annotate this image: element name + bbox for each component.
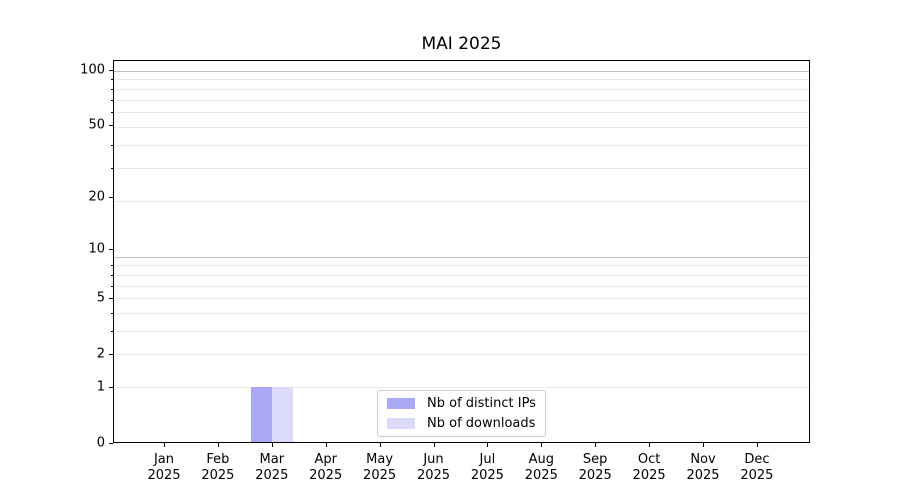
y-tick-mark bbox=[109, 298, 113, 300]
chart-title: MAI 2025 bbox=[421, 34, 502, 54]
y-tick-mark bbox=[109, 354, 113, 356]
x-tick-mark bbox=[487, 443, 489, 447]
y-gridline-minor bbox=[114, 144, 809, 146]
legend-label-distinct-ips: Nb of distinct IPs bbox=[427, 396, 536, 411]
x-tick-label: Jun 2025 bbox=[416, 452, 451, 483]
y-gridline-decade bbox=[114, 70, 809, 72]
x-tick-label: Feb 2025 bbox=[201, 452, 235, 483]
x-tick-label: Nov 2025 bbox=[686, 452, 720, 483]
y-tick-mark bbox=[109, 125, 113, 127]
y-minor-tick-mark bbox=[111, 99, 113, 101]
x-tick-mark bbox=[649, 443, 651, 447]
y-minor-tick-mark bbox=[111, 79, 113, 81]
y-minor-tick-mark bbox=[111, 144, 113, 146]
x-tick-label: Apr 2025 bbox=[309, 452, 343, 483]
y-minor-tick-mark bbox=[111, 274, 113, 276]
x-tick-label: May 2025 bbox=[363, 452, 397, 483]
y-minor-tick-mark bbox=[111, 112, 113, 114]
x-tick-mark bbox=[595, 443, 597, 447]
y-gridline-minor bbox=[114, 274, 809, 276]
y-tick-label: 10 bbox=[88, 241, 105, 257]
x-tick-mark bbox=[703, 443, 704, 447]
x-tick-label: Sep 2025 bbox=[578, 452, 612, 483]
legend-item-downloads: Nb of downloads bbox=[387, 415, 536, 432]
y-tick-label: 0 bbox=[96, 435, 105, 451]
y-gridline-minor bbox=[114, 79, 809, 81]
y-minor-tick-mark bbox=[111, 330, 113, 332]
y-minor-tick-mark bbox=[111, 88, 113, 90]
y-gridline-minor bbox=[114, 330, 809, 332]
y-gridline-minor bbox=[114, 126, 809, 128]
y-tick-mark bbox=[109, 386, 113, 388]
legend-label-downloads: Nb of downloads bbox=[427, 416, 536, 431]
x-tick-mark bbox=[433, 443, 435, 447]
legend-swatch-downloads bbox=[387, 418, 415, 429]
y-tick-mark bbox=[109, 70, 113, 71]
y-gridline-minor bbox=[114, 112, 809, 114]
bar-downloads bbox=[271, 386, 293, 442]
y-gridline-minor bbox=[114, 168, 809, 170]
bar-distinct-ips bbox=[250, 386, 272, 442]
y-gridline-minor bbox=[114, 200, 809, 202]
y-tick-mark bbox=[109, 249, 113, 251]
y-gridline-minor bbox=[114, 285, 809, 287]
y-gridline-minor bbox=[114, 298, 809, 300]
x-tick-label: Aug 2025 bbox=[524, 452, 558, 483]
y-tick-label: 20 bbox=[88, 189, 105, 205]
plot-area bbox=[113, 60, 810, 443]
x-tick-mark bbox=[164, 443, 165, 447]
x-tick-label: Jan 2025 bbox=[147, 452, 181, 483]
y-gridline-minor bbox=[114, 386, 809, 388]
y-gridline-minor bbox=[114, 354, 809, 356]
y-minor-tick-mark bbox=[111, 312, 113, 314]
x-tick-mark bbox=[217, 443, 219, 447]
legend-swatch-distinct-ips bbox=[387, 398, 415, 409]
y-gridline-decade bbox=[114, 256, 809, 258]
y-tick-mark bbox=[109, 443, 113, 444]
legend-item-distinct-ips: Nb of distinct IPs bbox=[387, 395, 536, 412]
x-tick-label: Jul 2025 bbox=[470, 452, 504, 483]
x-tick-mark bbox=[271, 443, 273, 447]
y-gridline-minor bbox=[114, 265, 809, 267]
x-tick-label: Dec 2025 bbox=[740, 452, 774, 483]
y-tick-label: 50 bbox=[88, 117, 105, 133]
y-gridline-minor bbox=[114, 99, 809, 101]
x-tick-label: Oct 2025 bbox=[632, 452, 666, 483]
y-minor-tick-mark bbox=[111, 285, 113, 287]
y-gridline-minor bbox=[114, 88, 809, 90]
legend: Nb of distinct IPs Nb of downloads bbox=[377, 390, 546, 437]
y-tick-label: 1 bbox=[96, 379, 105, 395]
x-tick-label: Mar 2025 bbox=[255, 452, 289, 483]
y-tick-label: 2 bbox=[96, 346, 105, 362]
x-tick-mark bbox=[756, 443, 758, 447]
y-minor-tick-mark bbox=[111, 265, 113, 267]
y-tick-label: 5 bbox=[96, 290, 105, 306]
x-tick-mark bbox=[541, 443, 543, 447]
x-tick-mark bbox=[325, 443, 327, 447]
x-tick-mark bbox=[379, 443, 381, 447]
y-tick-label: 100 bbox=[80, 62, 105, 78]
y-tick-mark bbox=[109, 196, 113, 198]
y-minor-tick-mark bbox=[111, 168, 113, 170]
y-gridline-minor bbox=[114, 312, 809, 314]
